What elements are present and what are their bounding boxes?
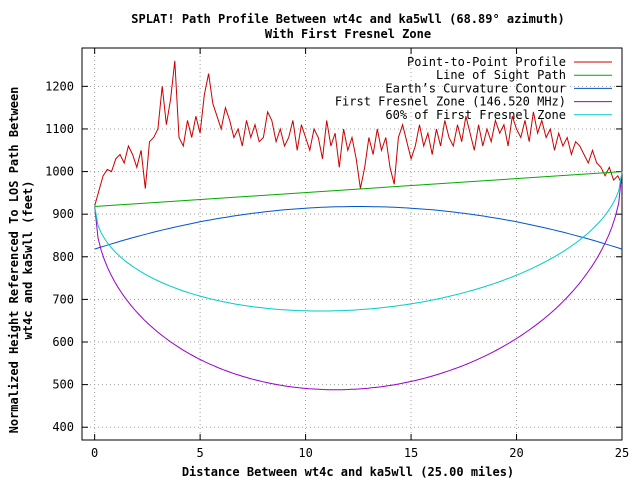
x-tick-label: 5	[197, 446, 204, 460]
x-axis-label: Distance Between wt4c and ka5wll (25.00 …	[182, 465, 514, 479]
legend-entry-1: Line of Sight Path	[436, 68, 566, 82]
y-tick-label: 1000	[45, 165, 74, 179]
y-tick-label: 1200	[45, 79, 74, 93]
chart-title: SPLAT! Path Profile Between wt4c and ka5…	[131, 12, 564, 26]
y-tick-label: 700	[52, 292, 74, 306]
y-axis-label-line2: wt4c and ka5wll (feet)	[21, 181, 35, 340]
y-axis-label-line1: Normalized Height Referenced To LOS Path…	[7, 87, 21, 434]
series-line-4	[94, 171, 623, 312]
y-tick-label: 500	[52, 378, 74, 392]
axes: 0 5 10 15 20 25 400 500 600 700 800 900 1000 1100 1200	[45, 47, 629, 460]
legend-entry-2: Earth’s Curvature Contour	[385, 81, 566, 95]
x-tick-label: 10	[298, 446, 312, 460]
x-tick-label: 20	[509, 446, 523, 460]
series-line-1	[94, 171, 623, 207]
series-line-0	[94, 60, 623, 206]
y-tick-label: 600	[52, 335, 74, 349]
y-tick-label: 400	[52, 420, 74, 434]
x-tick-label: 15	[404, 446, 418, 460]
y-tick-label: 800	[52, 250, 74, 264]
x-tick-label: 25	[615, 446, 629, 460]
legend-entry-4: 60% of First Fresnel Zone	[385, 108, 566, 122]
y-tick-label: 1100	[45, 122, 74, 136]
chart-subtitle: With First Fresnel Zone	[265, 27, 431, 41]
legend-entry-0: Point-to-Point Profile	[407, 55, 566, 69]
x-tick-label: 0	[91, 446, 98, 460]
legend-entry-3: First Fresnel Zone (146.520 MHz)	[335, 95, 566, 109]
y-tick-label: 900	[52, 207, 74, 221]
series-lines	[94, 60, 623, 391]
series-line-3	[94, 171, 623, 391]
series-line-2	[94, 206, 623, 250]
plot-frame	[81, 47, 623, 441]
